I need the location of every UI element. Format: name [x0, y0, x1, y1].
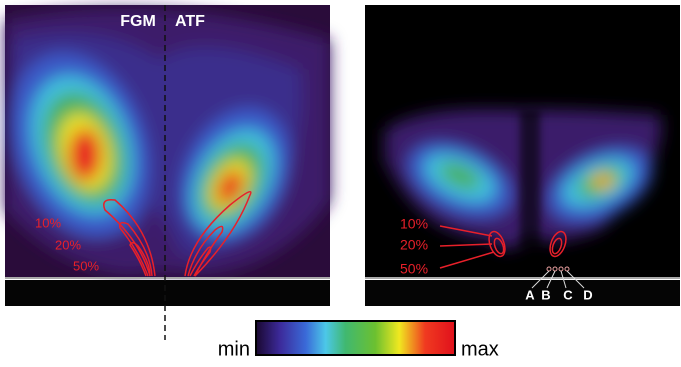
right-contours [439, 225, 567, 269]
contour-label: 10% [35, 215, 61, 230]
point-markers [531, 266, 585, 289]
contour-label: 50% [400, 261, 428, 277]
region-label: FGM [120, 13, 156, 30]
region-label: ATF [175, 13, 205, 30]
contour-label: 20% [55, 237, 81, 252]
contour-label: 20% [400, 237, 428, 253]
contour-label: 50% [73, 258, 99, 273]
right-heatmap [365, 5, 680, 306]
point-label: D [583, 287, 592, 302]
contour-label: 10% [400, 216, 428, 232]
point-label: C [563, 287, 573, 302]
left-contours [103, 190, 252, 277]
colorbar [255, 320, 456, 356]
point-label: A [525, 287, 535, 302]
colorbar-min-label: min [218, 338, 250, 360]
colorbar-max-label: max [461, 338, 499, 360]
point-label: B [541, 287, 550, 302]
left-heatmap [5, 5, 330, 306]
